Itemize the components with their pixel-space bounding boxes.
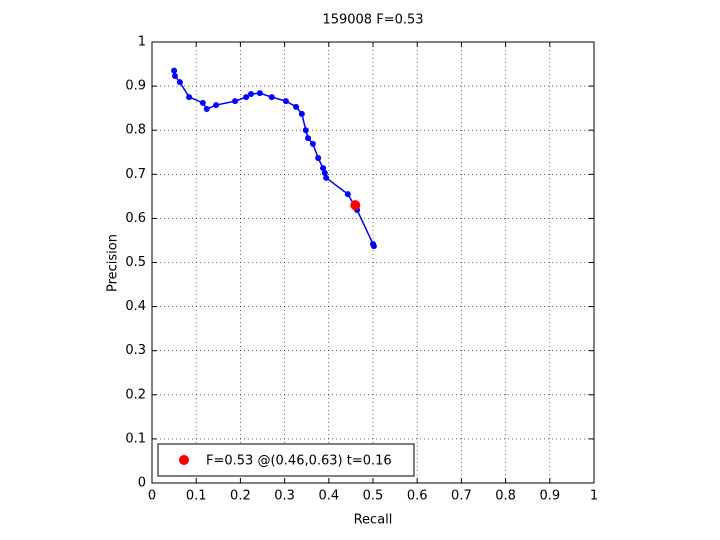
x-tick-label: 0.3 [274,489,295,504]
y-tick-label: 1 [138,35,146,50]
y-tick-label: 0.7 [125,167,146,182]
curve-point [243,94,250,101]
x-tick-label: 0.6 [407,489,428,504]
curve-point [213,102,220,109]
curve-point [203,106,210,113]
y-tick-label: 0.5 [125,255,146,270]
curve-point [268,94,275,101]
y-tick-label: 0.2 [125,387,146,402]
legend-marker [179,455,189,465]
curve-point [293,103,300,110]
x-axis-label: Recall [354,513,393,528]
y-tick-label: 0.8 [125,123,146,138]
chart-title: 159008 F=0.53 [322,13,423,28]
curve-point [315,154,322,161]
curve-point [302,127,309,134]
y-tick-label: 0.9 [125,79,146,94]
curve-point [256,90,263,97]
curve-point [370,243,377,250]
y-axis-label: Precision [106,234,121,292]
y-tick-label: 0.3 [125,343,146,358]
curve-point [176,79,183,86]
x-tick-label: 1 [590,489,598,504]
curve-point [232,98,239,105]
curve-point [320,165,327,172]
x-tick-label: 0.2 [230,489,251,504]
x-tick-label: 0.8 [495,489,516,504]
x-tick-label: 0.4 [318,489,339,504]
x-tick-label: 0 [148,489,156,504]
curve-point [282,98,289,105]
legend-box [157,443,415,477]
best-point [350,200,361,211]
curve-point [171,72,178,79]
curve-point [248,91,255,98]
plot-frame [151,41,595,484]
curve-point [309,140,316,147]
y-tick-label: 0 [138,476,146,491]
curve-point [186,94,193,101]
y-tick-label: 0.1 [125,431,146,446]
x-tick-label: 0.1 [186,489,207,504]
curve-point [323,174,330,181]
x-tick-label: 0.9 [539,489,560,504]
curve-point [199,99,206,106]
y-tick-label: 0.4 [125,299,146,314]
curve-point [321,169,328,176]
y-tick-label: 0.6 [125,211,146,226]
x-tick-label: 0.7 [451,489,472,504]
curve-point [305,135,312,142]
curve-point [298,110,305,117]
curve-point [344,191,351,198]
curve-point [171,67,178,74]
legend-label: F=0.53 @(0.46,0.63) t=0.16 [206,454,392,469]
x-tick-label: 0.5 [363,489,384,504]
